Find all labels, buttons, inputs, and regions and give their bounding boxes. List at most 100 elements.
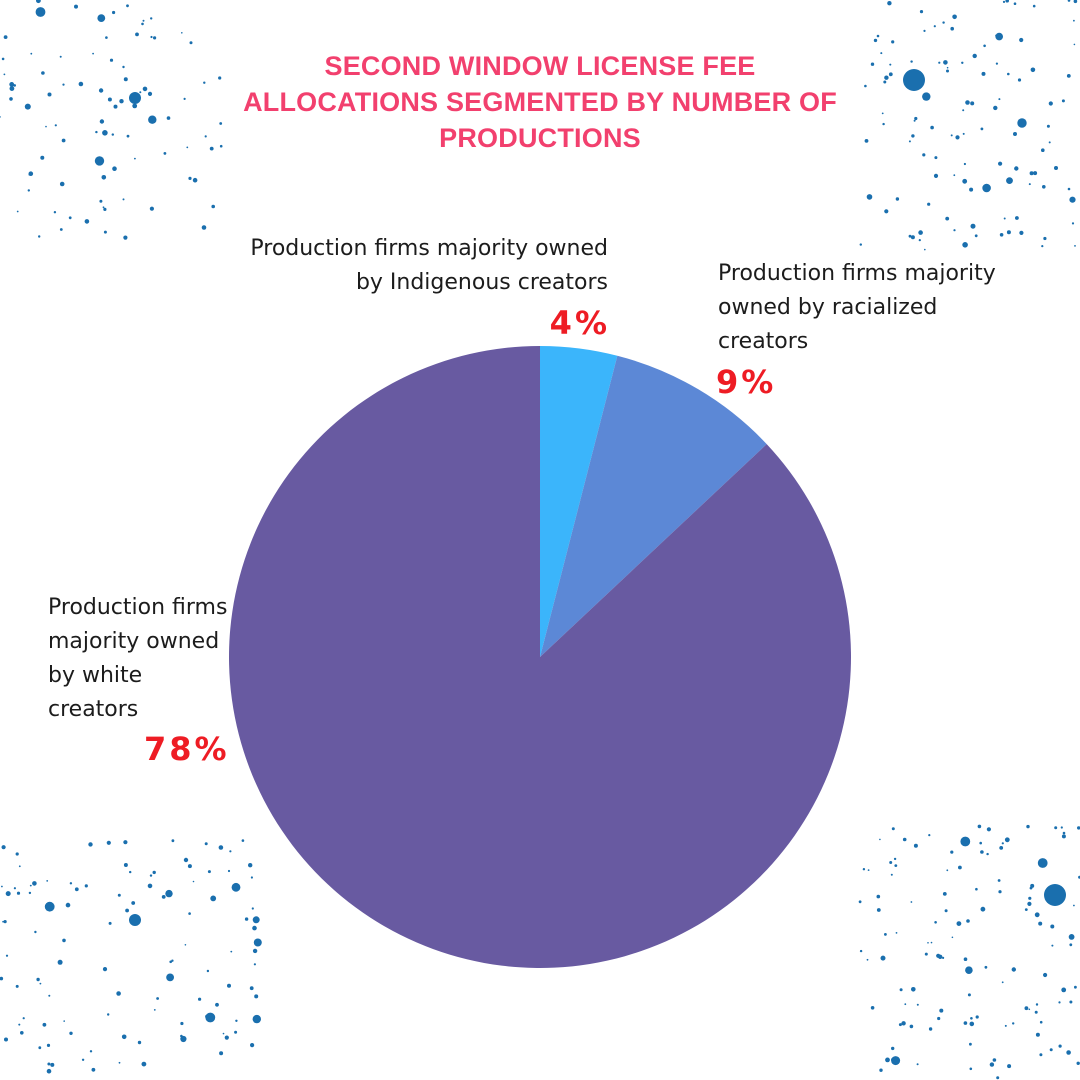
speckle-dot bbox=[924, 952, 928, 956]
speckle-dot bbox=[48, 994, 51, 997]
speckle-dot bbox=[46, 880, 49, 882]
speckle-dot bbox=[1035, 1003, 1039, 1006]
speckle-dot bbox=[218, 76, 222, 80]
speckle-dot bbox=[942, 956, 945, 960]
speckle-dot bbox=[1026, 824, 1030, 829]
speckle-dot bbox=[153, 1009, 156, 1011]
speckle-dot bbox=[910, 901, 913, 903]
speckle-dot bbox=[129, 870, 132, 874]
speckle-dot bbox=[205, 1014, 209, 1019]
speckle-dot bbox=[47, 1062, 51, 1066]
speckle-dot bbox=[963, 957, 968, 961]
speckle-dot bbox=[16, 891, 21, 895]
speckle-dot bbox=[1015, 216, 1019, 220]
speckle-dot bbox=[102, 967, 108, 972]
pie-slices bbox=[228, 346, 851, 969]
speckle-dot bbox=[5, 954, 9, 957]
speckle-dot bbox=[198, 997, 202, 1001]
speckle-dot bbox=[908, 234, 912, 238]
speckle-dot bbox=[106, 840, 111, 845]
speckle-dot bbox=[206, 969, 210, 973]
speckle-dot bbox=[29, 884, 32, 887]
speckle-dot bbox=[74, 887, 79, 892]
speckle-dot bbox=[1029, 886, 1033, 890]
speckle-dot bbox=[866, 194, 873, 200]
speckle-dot bbox=[1006, 230, 1011, 235]
speckle-dot bbox=[930, 941, 933, 944]
speckle-dot bbox=[65, 902, 71, 908]
speckle-dot bbox=[4, 1037, 8, 1042]
speckle-dot bbox=[1074, 245, 1076, 247]
speckle-dot bbox=[13, 887, 16, 890]
speckle-dot bbox=[969, 1021, 975, 1027]
speckle-dot bbox=[880, 52, 883, 55]
speckle-dot bbox=[910, 235, 915, 240]
speckle-dot bbox=[981, 71, 986, 76]
speckle-dot bbox=[89, 1050, 93, 1053]
speckle-dot bbox=[88, 842, 93, 847]
speckle-dot bbox=[862, 868, 866, 871]
speckle-dot bbox=[131, 901, 136, 905]
speckle-dot bbox=[215, 1002, 219, 1007]
speckle-dot bbox=[975, 1015, 979, 1019]
speckle-dot bbox=[933, 173, 939, 178]
speckle-dot bbox=[946, 869, 949, 872]
speckle-dot bbox=[97, 14, 106, 22]
speckle-dot bbox=[904, 1003, 907, 1006]
speckle-dot bbox=[1001, 981, 1004, 984]
speckle-dot bbox=[1048, 141, 1051, 144]
speckle-dot bbox=[1076, 1061, 1080, 1066]
speckle-dot bbox=[946, 66, 949, 69]
speckle-dot bbox=[885, 1057, 890, 1063]
speckle-blot bbox=[903, 69, 925, 91]
speckle-dot bbox=[916, 1063, 919, 1066]
speckle-dot bbox=[1061, 987, 1067, 993]
speckle-dot bbox=[911, 987, 916, 992]
speckle-dot bbox=[951, 936, 954, 939]
speckle-dot bbox=[946, 69, 949, 73]
speckle-dot bbox=[1035, 1032, 1040, 1037]
slice-label-indigenous: Production firms majority owned by Indig… bbox=[250, 236, 608, 295]
speckle-dot bbox=[1048, 101, 1053, 106]
speckle-dot bbox=[895, 932, 898, 934]
speckle-dot bbox=[219, 122, 223, 125]
speckle-dot bbox=[995, 32, 1003, 41]
speckle-dot bbox=[181, 32, 183, 34]
speckle-dot bbox=[235, 1019, 238, 1022]
speckle-dot bbox=[1033, 171, 1038, 176]
speckle-dot bbox=[934, 156, 938, 160]
speckle-dot bbox=[150, 35, 153, 39]
speckle-dot bbox=[42, 1022, 47, 1027]
speckle-dot bbox=[244, 917, 249, 921]
speckle-dot bbox=[890, 873, 893, 876]
speckle-dot bbox=[864, 139, 869, 143]
speckle-dot bbox=[248, 863, 253, 868]
speckle-dot bbox=[186, 146, 189, 149]
speckle-dot bbox=[1, 57, 5, 61]
speckle-dot bbox=[187, 864, 192, 869]
speckle-dot bbox=[870, 62, 875, 66]
speckle-dot bbox=[969, 1042, 972, 1046]
speckle-dot bbox=[166, 973, 175, 982]
speckle-dot bbox=[1073, 19, 1075, 22]
speckle-dot bbox=[1060, 826, 1063, 829]
speckle-dot bbox=[59, 55, 62, 58]
speckle-dot bbox=[984, 965, 988, 969]
speckle-dot bbox=[192, 177, 198, 183]
speckle-dot bbox=[69, 1031, 73, 1036]
speckle-dot bbox=[24, 103, 31, 110]
speckle-dot bbox=[180, 1021, 184, 1026]
speckle-dot bbox=[1024, 908, 1028, 911]
speckle-dot bbox=[1041, 148, 1045, 152]
speckle-dot bbox=[1017, 78, 1022, 82]
speckle-dot bbox=[1054, 166, 1058, 170]
speckle-dot bbox=[201, 225, 207, 230]
speckle-dot bbox=[252, 1014, 261, 1024]
speckle-dot bbox=[209, 146, 214, 151]
speckle-dot bbox=[116, 991, 121, 996]
speckle-dot bbox=[1049, 1048, 1053, 1052]
speckle-dot bbox=[99, 199, 103, 203]
slice-value-indigenous: 4% bbox=[549, 304, 610, 342]
speckle-dot bbox=[1058, 1001, 1061, 1004]
